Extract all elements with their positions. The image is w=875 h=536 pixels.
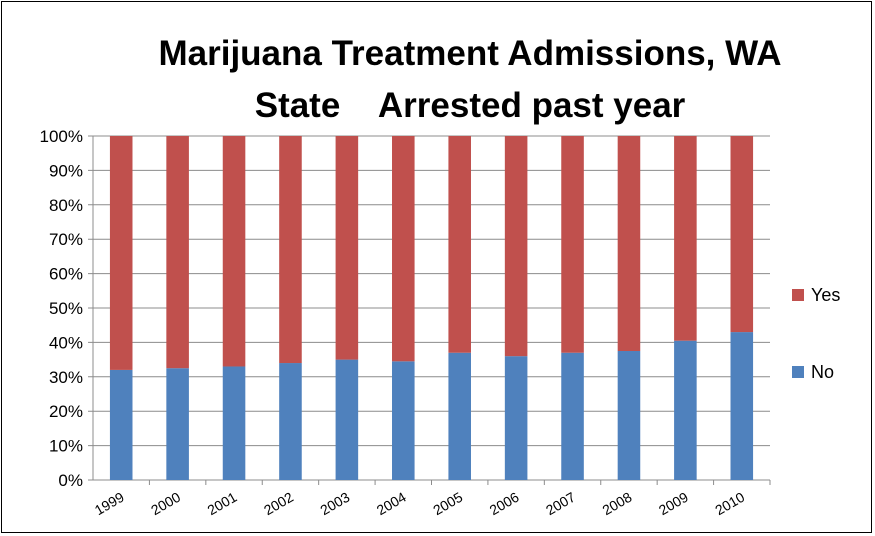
bar-segment-yes — [166, 136, 189, 369]
bar-segment-yes — [448, 136, 471, 353]
bar-segment-yes — [279, 136, 302, 364]
chart-title-line1: Marijuana Treatment Admissions, WA — [158, 34, 782, 73]
bar-segment-yes — [730, 136, 754, 333]
legend-label-yes: Yes — [811, 285, 840, 305]
bar-segment-no — [561, 352, 584, 480]
x-axis-ticks: 1999 2000 2001 2002 2003 2004 2005 2006 2007 2008… — [92, 489, 748, 519]
y-axis-ticks: 0% 10% 20% 30% 40% 50% 60% 70% 80% 90% 100% — [40, 127, 83, 490]
x-tick-label: 2000 — [148, 489, 183, 519]
bar-segment-no — [335, 359, 359, 480]
x-tick-label: 2007 — [543, 489, 578, 519]
x-tick-label: 2003 — [317, 489, 352, 519]
bar-segment-no — [617, 351, 641, 480]
bar-segment-yes — [617, 136, 641, 351]
x-tick-label: 2010 — [712, 489, 747, 519]
legend-label-no: No — [811, 362, 834, 382]
x-tick-label: 2004 — [374, 489, 409, 519]
bar-segment-no — [730, 332, 754, 480]
bar-segment-no — [674, 340, 697, 480]
y-tick-label: 40% — [49, 333, 83, 352]
bar-segment-yes — [561, 136, 584, 353]
bar-segment-yes — [392, 136, 415, 362]
bar-segment-no — [109, 369, 133, 480]
y-tick-label: 50% — [49, 299, 83, 318]
bar-segment-no — [392, 361, 415, 480]
y-tick-label: 0% — [58, 471, 83, 490]
y-tick-label: 20% — [49, 402, 83, 421]
legend-swatch-no — [792, 366, 804, 378]
bar-segment-yes — [504, 136, 528, 357]
bar-segment-no — [166, 368, 189, 480]
y-tick-label: 60% — [49, 265, 83, 284]
gridlines — [88, 135, 771, 485]
y-tick-label: 30% — [49, 368, 83, 387]
x-tick-label: 2009 — [656, 489, 691, 519]
bar-segment-no — [448, 352, 471, 480]
y-tick-label: 100% — [40, 127, 83, 146]
bar-segment-yes — [335, 136, 359, 360]
bar-segment-yes — [674, 136, 697, 341]
legend: Yes No — [792, 285, 840, 382]
x-tick-label: 1999 — [92, 489, 127, 519]
x-tick-label: 2001 — [205, 489, 240, 519]
x-tick-label: 2006 — [487, 489, 522, 519]
legend-swatch-yes — [792, 289, 804, 301]
y-tick-label: 10% — [49, 437, 83, 456]
x-tick-label: 2002 — [261, 489, 296, 519]
bar-segment-yes — [222, 136, 246, 367]
bar-segment-no — [279, 363, 302, 480]
y-tick-label: 70% — [49, 230, 83, 249]
y-tick-label: 80% — [49, 196, 83, 215]
bar-segment-yes — [109, 136, 133, 370]
x-tick-label: 2005 — [430, 489, 465, 519]
y-tick-label: 90% — [49, 161, 83, 180]
bar-segment-no — [222, 366, 246, 480]
bars — [109, 136, 754, 480]
x-tick-label: 2008 — [599, 489, 634, 519]
chart-title-line2: State Arrested past year — [254, 86, 686, 125]
bar-segment-no — [504, 356, 528, 480]
